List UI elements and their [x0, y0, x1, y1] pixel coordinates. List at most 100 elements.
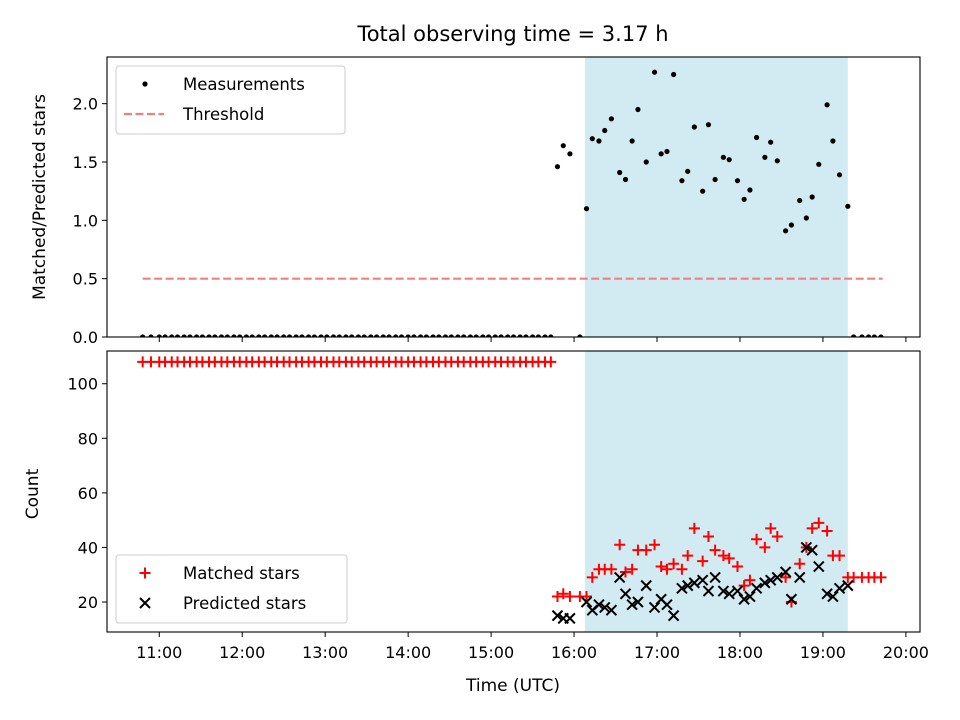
measurement-point — [398, 334, 405, 337]
predicted-star-point — [599, 601, 611, 614]
bottom-y-axis-label: Count — [23, 468, 43, 519]
predicted-star-point — [813, 560, 825, 573]
predicted-star-point — [580, 596, 593, 608]
measurement-point — [430, 334, 436, 337]
measurement-point — [658, 151, 664, 157]
predicted-star-point — [626, 599, 638, 611]
measurement-point — [523, 334, 529, 337]
top-series-measurements — [140, 69, 884, 337]
top-y-tick-label: 2.0 — [73, 95, 98, 114]
matched-star-point — [738, 580, 750, 592]
top-y-tick-label: 1.0 — [73, 211, 98, 230]
measurement-point — [700, 188, 706, 194]
predicted-star-point — [702, 585, 715, 597]
measurement-point — [691, 124, 697, 130]
measurement-point — [249, 334, 255, 337]
matched-star-point — [581, 591, 593, 603]
predicted-star-point — [842, 579, 854, 592]
measurement-point — [762, 154, 768, 160]
matched-star-point — [545, 356, 557, 368]
x-tick-label: 20:00 — [883, 643, 929, 662]
measurement-point — [411, 334, 417, 337]
predicted-star-point — [551, 609, 564, 622]
measurement-point — [343, 334, 349, 337]
measurement-point — [212, 334, 218, 337]
measurement-point — [199, 334, 206, 337]
legend-label: Measurements — [183, 75, 305, 94]
predicted-star-point — [794, 571, 806, 584]
legend-label: Predicted stars — [183, 594, 306, 613]
matched-star-point — [619, 566, 631, 578]
predicted-star-point — [771, 571, 784, 584]
measurement-point — [602, 127, 608, 134]
matched-star-point — [655, 561, 667, 573]
predicted-star-point — [632, 596, 644, 608]
predicted-star-point — [759, 577, 771, 589]
matched-star-point — [794, 558, 806, 570]
measurement-point — [608, 116, 614, 122]
bottom-plot-area — [137, 356, 887, 625]
matched-star-point — [614, 539, 626, 551]
predicted-star-point — [764, 574, 777, 586]
measurement-point — [361, 334, 367, 337]
measurement-point — [262, 334, 268, 337]
predicted-star-point — [723, 588, 735, 600]
predicted-star-point — [717, 585, 730, 597]
bottom-axes-frame — [106, 350, 921, 633]
predicted-star-point — [640, 579, 652, 592]
measurement-point — [705, 122, 712, 128]
predicted-star-point — [682, 579, 694, 592]
measurement-point — [181, 334, 187, 337]
measurement-point — [299, 334, 305, 337]
measurement-point — [747, 187, 753, 193]
matched-star-point — [813, 517, 825, 529]
measurement-point — [380, 334, 386, 337]
legend-dot-marker — [142, 81, 148, 87]
bottom-y-tick-label: 20 — [78, 593, 98, 612]
measurement-point — [679, 178, 685, 184]
predicted-star-point — [821, 588, 833, 600]
measurement-point — [505, 334, 511, 337]
measurement-point — [560, 143, 566, 149]
matched-star-point — [586, 571, 598, 583]
legend-label: Threshold — [182, 105, 264, 124]
predicted-star-point — [833, 582, 846, 595]
matched-star-point — [682, 550, 694, 562]
measurement-point — [720, 154, 726, 160]
measurement-point — [622, 176, 629, 183]
bottom-y-tick-label: 80 — [78, 429, 98, 448]
matched-star-point — [557, 588, 569, 600]
measurement-point — [651, 69, 658, 75]
x-tick-label: 17:00 — [634, 643, 680, 662]
measurement-point — [231, 334, 237, 337]
measurement-point — [865, 334, 872, 337]
matched-star-point — [564, 591, 576, 603]
matched-star-point — [661, 563, 673, 575]
matched-star-point — [626, 563, 638, 575]
measurement-point — [393, 334, 399, 337]
matched-star-point — [551, 591, 563, 603]
predicted-star-point — [688, 577, 701, 589]
measurement-point — [734, 178, 741, 184]
matched-star-point — [723, 552, 735, 564]
measurement-point — [442, 334, 449, 337]
legend-x-marker — [139, 597, 151, 609]
matched-star-point — [640, 544, 652, 556]
measurement-point — [318, 334, 324, 337]
top-legend-box — [115, 65, 346, 135]
measurement-point — [741, 196, 747, 202]
measurement-point — [187, 334, 193, 337]
matched-star-point — [688, 522, 700, 534]
matched-star-point — [668, 558, 680, 570]
measurement-point — [386, 334, 392, 337]
measurement-point — [193, 334, 200, 337]
measurement-point — [311, 334, 317, 337]
measurement-point — [664, 148, 670, 155]
measurement-point — [768, 139, 774, 145]
measurement-point — [293, 334, 299, 337]
measurement-point — [498, 334, 504, 337]
measurement-point — [473, 334, 479, 337]
matched-star-point — [702, 531, 714, 543]
measurement-point — [871, 334, 877, 337]
measurement-point — [461, 334, 467, 337]
